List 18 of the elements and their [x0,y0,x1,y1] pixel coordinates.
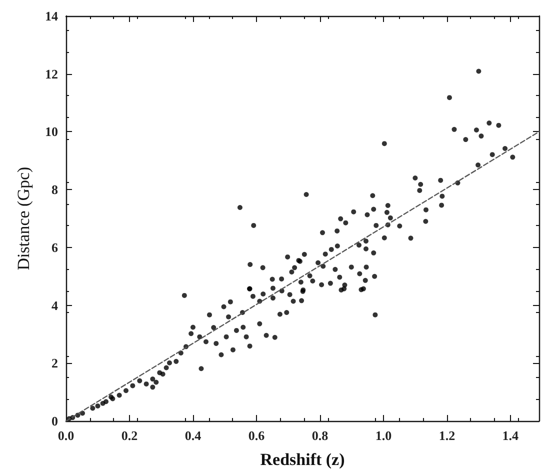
x-axis-title: Redshift (z) [260,450,345,469]
y-tick-label: 12 [45,66,58,82]
x-tick-label: 1.0 [375,428,392,443]
x-tick-label: 1.2 [438,428,456,443]
x-tick-label: 0.6 [248,428,266,443]
x-tick-label: 0.4 [184,428,202,443]
x-tick-label: 1.4 [502,428,520,443]
y-tick-label: 2 [52,356,58,371]
x-tick-label: 0.0 [58,428,74,443]
x-tick-label: 0.8 [312,428,329,443]
y-tick-label: 0 [52,414,58,428]
y-axis-title: Distance (Gpc) [14,166,33,270]
y-tick-label: 14 [45,8,58,24]
y-tick-label: 4 [52,298,58,313]
x-tick-label: 0.2 [121,428,138,443]
y-tick-label: 10 [45,124,58,140]
y-tick-label: 6 [52,240,58,255]
y-tick-label: 8 [52,182,58,198]
